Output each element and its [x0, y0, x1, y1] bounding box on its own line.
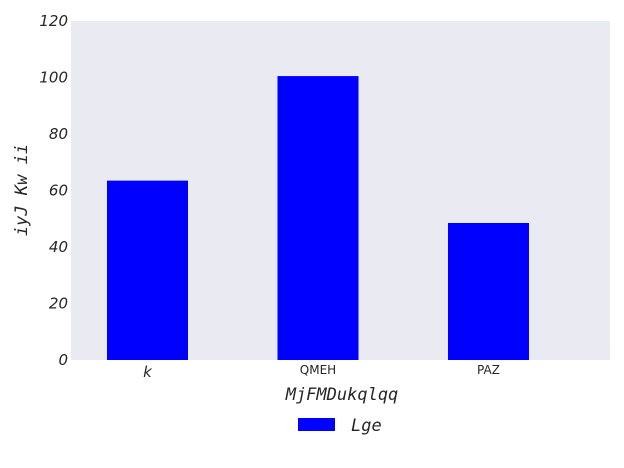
y-tick-label: 120 [39, 12, 68, 30]
x-tick-label: PAZ [477, 363, 500, 377]
x-tick-label: k [143, 363, 153, 381]
x-axis-label: MjFMDukqlqq [285, 385, 399, 405]
bar-qmeh [277, 76, 359, 361]
x-axis-ticks: k QMEH PAZ [143, 363, 500, 381]
y-tick-label: 0 [58, 351, 68, 369]
legend: Lge [298, 416, 382, 436]
bar-k [107, 180, 188, 360]
y-axis-label: iyJ Kw ii [12, 144, 32, 236]
y-tick-label: 80 [49, 125, 68, 143]
y-axis-ticks: 0 20 40 60 80 100 120 [39, 12, 68, 369]
y-tick-label: 100 [39, 69, 68, 87]
legend-label: Lge [351, 416, 382, 436]
y-tick-label: 40 [49, 238, 68, 256]
legend-swatch [298, 418, 335, 431]
y-tick-label: 20 [49, 295, 68, 313]
bar-paz [448, 222, 529, 360]
y-tick-label: 60 [49, 182, 68, 200]
x-tick-label: QMEH [300, 363, 336, 377]
bars [107, 76, 529, 361]
